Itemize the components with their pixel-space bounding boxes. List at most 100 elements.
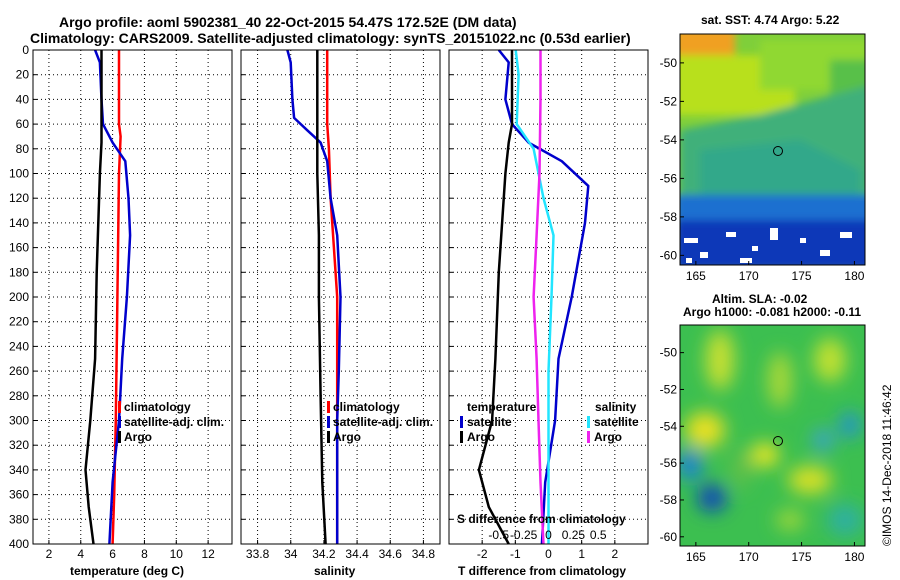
x-tick-label: 2: [46, 547, 53, 561]
map-y-tick-label: -56: [660, 456, 678, 470]
sst-map-panel: sat. SST: 4.74 Argo: 5.22: [660, 13, 866, 283]
title-line-2: Climatology: CARS2009. Satellite-adjuste…: [30, 30, 631, 46]
s-difference-ticks: -0.5 -0.25 0 0.25 0.5: [488, 528, 607, 542]
x-tick-label: -2: [477, 547, 488, 561]
legend-label-climatology: climatology: [124, 400, 191, 414]
salinity-series: [286, 49, 342, 545]
x-tick-label: 8: [141, 547, 148, 561]
sst-heatmap: [680, 34, 865, 265]
y-tick-label: 180: [9, 265, 29, 279]
y-tick-label: 160: [9, 241, 29, 255]
legend-label-t-satellite: satellite: [467, 415, 512, 429]
map-x-tick-label: 165: [686, 269, 706, 283]
map-y-tick-label: -56: [660, 171, 678, 185]
sst-x-ticks: 165 170 175 180: [686, 261, 865, 283]
sla-y-ticks: -50 -52 -54 -56 -58 -60: [660, 346, 684, 544]
map-x-tick-label: 165: [686, 550, 706, 564]
map-x-tick-label: 175: [792, 550, 812, 564]
legend-swatch-argo: [118, 431, 121, 443]
y-tick-label: 320: [9, 438, 29, 452]
imos-credit: ©IMOS 14-Dec-2018 11:46:42: [880, 384, 894, 546]
salinity-xlabel: salinity: [314, 564, 356, 578]
legend-title-salinity: salinity: [595, 400, 637, 414]
title-line-1: Argo profile: aoml 5902381_40 22-Oct-201…: [59, 14, 517, 30]
map-x-tick-label: 180: [844, 550, 864, 564]
series-line-climatology: [325, 50, 339, 544]
y-tick-label: 300: [9, 414, 29, 428]
series-line-salinity-argo: [532, 50, 545, 545]
series-line-satellite-adj-clim-: [286, 49, 342, 544]
map-y-tick-label: -54: [660, 133, 678, 147]
x-tick-label: 34: [284, 547, 298, 561]
temperature-xlabel: temperature (deg C): [70, 564, 184, 578]
legend-label-argo: Argo: [333, 430, 361, 444]
salinity-x-ticks: 33.8 34 34.2 34.4 34.6 34.8: [246, 547, 436, 561]
salinity-legend: climatology satellite-adj. clim. Argo: [327, 400, 433, 444]
map-y-tick-label: -50: [660, 346, 678, 360]
y-tick-label: 280: [9, 389, 29, 403]
s-tick-label: -0.25: [510, 528, 538, 542]
map-y-tick-label: -54: [660, 419, 678, 433]
x-tick-label: 34.4: [345, 547, 369, 561]
legend-swatch-satellite: [118, 416, 121, 428]
x-tick-label: 4: [77, 547, 84, 561]
difference-panel: -2 -1 0 1 2 S difference from climatology -0…: [448, 49, 649, 578]
difference-legend-temperature: temperature satellite Argo: [460, 400, 537, 444]
y-tick-label: 400: [9, 537, 29, 551]
temperature-grid: [33, 49, 232, 545]
difference-xlabel: T difference from climatology: [458, 564, 626, 578]
legend-label-s-satellite: satellite: [594, 415, 639, 429]
temperature-y-ticks: 0 20 40 60 80 100 120 140 160 180 200 220 240 260 280 3…: [9, 43, 29, 551]
sla-map-panel: Altim. SLA: -0.02 Argo h1000: -0.081 h20…: [660, 292, 866, 564]
map-y-tick-label: -52: [660, 94, 678, 108]
x-tick-label: 6: [109, 547, 116, 561]
sla-profile-marker: [773, 436, 783, 446]
s-tick-label: -0.5: [488, 528, 509, 542]
x-tick-label: 34.8: [412, 547, 436, 561]
difference-legend-salinity: salinity satellite Argo: [587, 400, 639, 444]
map-x-tick-label: 170: [739, 550, 759, 564]
series-line-temperature-argo: [477, 50, 514, 545]
sst-map-frame: [679, 33, 866, 266]
y-tick-label: 60: [16, 117, 30, 131]
y-tick-label: 20: [16, 68, 30, 82]
series-line-salinity-satellite: [514, 49, 555, 544]
x-tick-label: 2: [611, 547, 618, 561]
legend-swatch-t-satellite: [460, 416, 463, 428]
y-tick-label: 40: [16, 92, 30, 106]
x-tick-label: -1: [510, 547, 521, 561]
map-x-tick-label: 175: [792, 269, 812, 283]
legend-title-temperature: temperature: [467, 400, 537, 414]
x-tick-label: 12: [201, 547, 215, 561]
temperature-panel: 0 20 40 60 80 100 120 140 160 180 200 220 240 260 280 3…: [9, 43, 233, 578]
salinity-frame: [240, 49, 441, 545]
sst-profile-marker: [773, 146, 783, 156]
s-difference-label: S difference from climatology: [457, 512, 626, 526]
x-tick-label: 33.8: [246, 547, 270, 561]
difference-x-ticks: -2 -1 0 1 2: [477, 547, 619, 561]
s-tick-label: 0.25: [562, 528, 586, 542]
salinity-panel: 33.8 34 34.2 34.4 34.6 34.8 salinity climatol…: [240, 49, 441, 578]
y-tick-label: 340: [9, 463, 29, 477]
series-line-argo: [84, 50, 103, 545]
legend-label-satellite: satellite-adj. clim.: [124, 415, 224, 429]
difference-frame: [448, 49, 649, 545]
x-tick-label: 34.2: [312, 547, 336, 561]
map-y-tick-label: -50: [660, 56, 678, 70]
series-line-climatology: [111, 50, 122, 545]
temperature-frame: [32, 49, 233, 545]
sla-map-frame: [679, 324, 866, 547]
legend-swatch-s-argo: [587, 431, 590, 443]
map-y-tick-label: -58: [660, 210, 678, 224]
sst-map-title: sat. SST: 4.74 Argo: 5.22: [701, 13, 840, 27]
legend-label-t-argo: Argo: [467, 430, 495, 444]
map-x-tick-label: 180: [844, 269, 864, 283]
legend-label-satellite: satellite-adj. clim.: [333, 415, 433, 429]
x-tick-label: 34.6: [379, 547, 403, 561]
series-line-argo: [316, 50, 327, 545]
map-y-tick-label: -58: [660, 493, 678, 507]
temperature-series: [84, 49, 132, 545]
map-y-tick-label: -60: [660, 248, 678, 262]
legend-label-argo: Argo: [124, 430, 152, 444]
difference-series: [477, 49, 590, 545]
